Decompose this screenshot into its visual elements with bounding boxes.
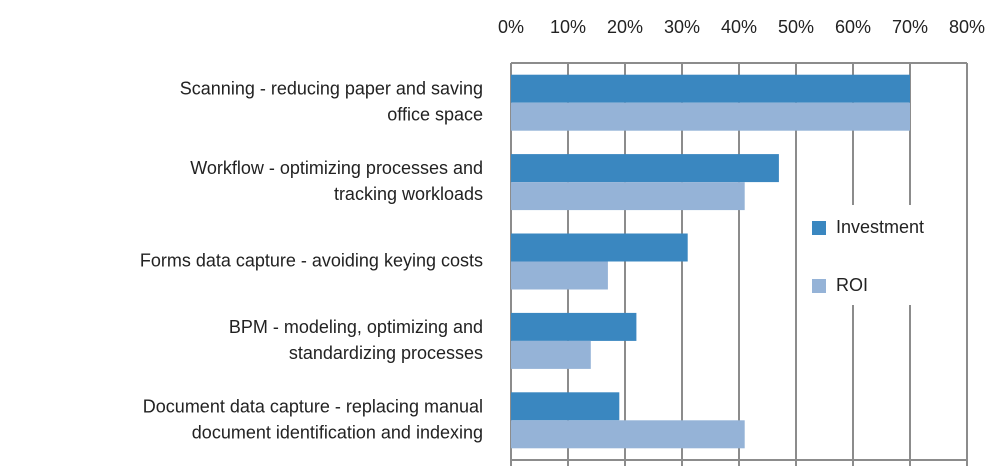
x-tick-label: 50%: [778, 17, 814, 37]
bar: [511, 340, 591, 369]
legend-swatch: [812, 221, 826, 235]
category-label: Scanning - reducing paper and saving offi…: [180, 78, 483, 124]
legend-label: Investment: [836, 217, 924, 237]
category-label-line: Document data capture - replacing manual: [143, 396, 483, 416]
bar: [511, 182, 745, 211]
bar: [511, 102, 910, 131]
x-tick-label: 20%: [607, 17, 643, 37]
bar: [511, 420, 745, 449]
legend-label: ROI: [836, 275, 868, 295]
bar: [511, 154, 779, 183]
category-label-line: BPM - modeling, optimizing and: [229, 317, 483, 337]
category-label-line: Forms data capture - avoiding keying cos…: [140, 250, 483, 270]
category-label-line: standardizing processes: [289, 343, 483, 363]
category-label: Document data capture - replacing manual…: [143, 396, 483, 442]
bar: [511, 233, 688, 262]
x-tick-label: 70%: [892, 17, 928, 37]
category-label: Forms data capture - avoiding keying cos…: [140, 250, 483, 270]
x-tick-label: 30%: [664, 17, 700, 37]
category-label-line: Workflow - optimizing processes and: [190, 158, 483, 178]
category-label-line: Scanning - reducing paper and saving: [180, 78, 483, 98]
x-tick-label: 60%: [835, 17, 871, 37]
x-tick-label: 40%: [721, 17, 757, 37]
category-label-line: document identification and indexing: [192, 422, 483, 442]
category-label: BPM - modeling, optimizing and standardiz…: [229, 317, 483, 363]
x-tick-label: 80%: [949, 17, 985, 37]
bar: [511, 392, 620, 421]
category-label: Workflow - optimizing processes and track…: [190, 158, 483, 204]
bar: [511, 74, 910, 103]
category-label-line: office space: [387, 104, 483, 124]
category-label-line: tracking workloads: [334, 184, 483, 204]
legend-swatch: [812, 279, 826, 293]
bar: [511, 261, 608, 290]
legend-box: [810, 205, 962, 305]
bar: [511, 312, 637, 341]
x-tick-label: 0%: [498, 17, 524, 37]
x-tick-label: 10%: [550, 17, 586, 37]
